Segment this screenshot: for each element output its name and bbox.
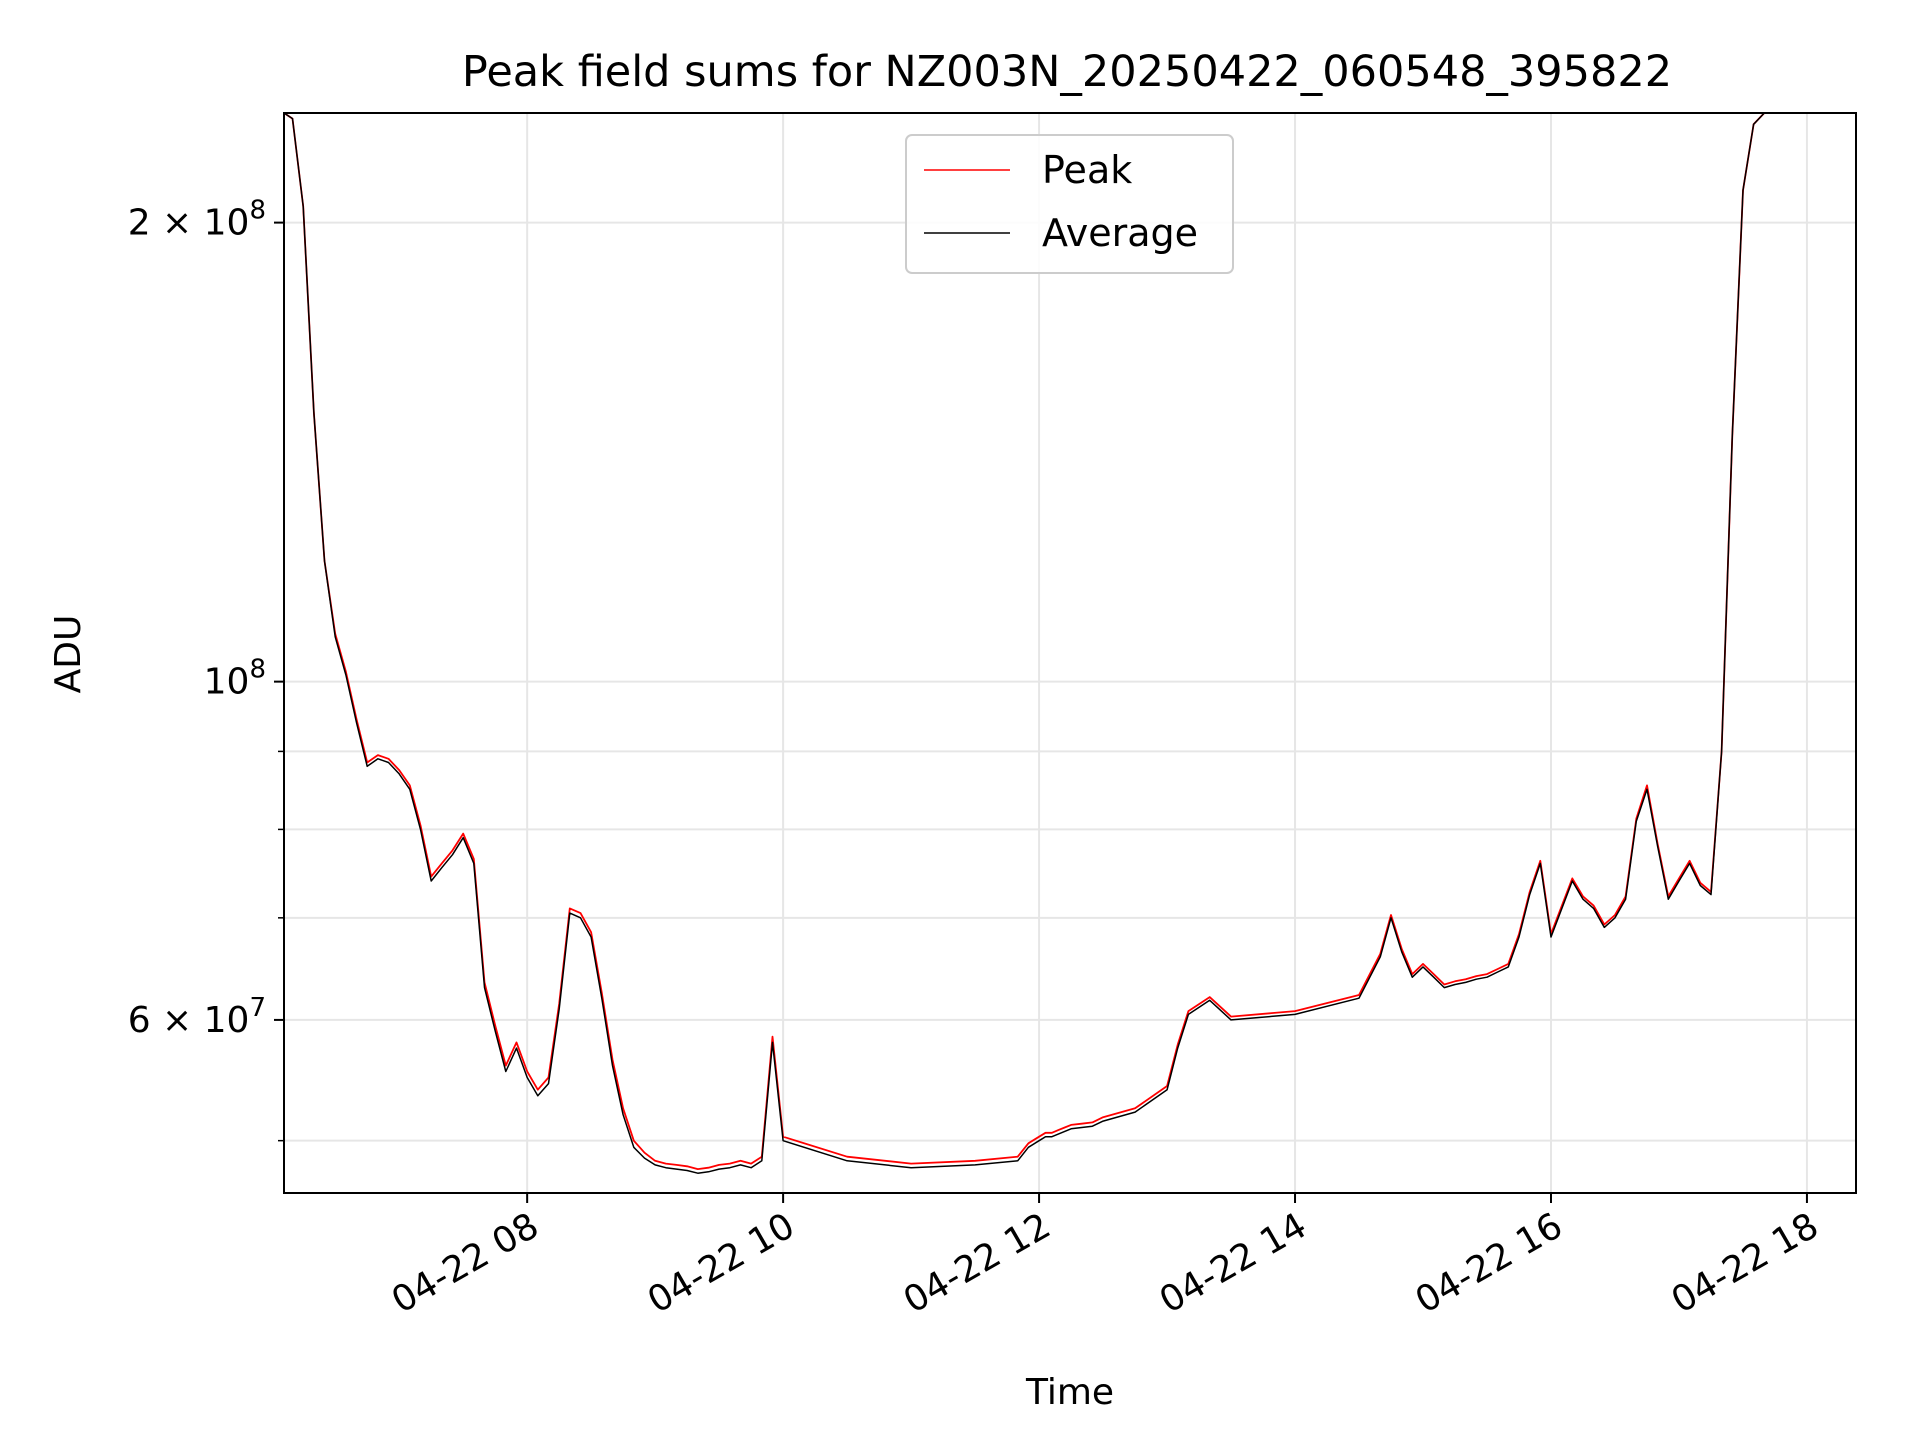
chart-title: Peak field sums for NZ003N_20250422_0605…	[462, 47, 1672, 97]
y-tick-label-2: 2 × 108	[128, 196, 266, 244]
y-tick-label-0: 6 × 107	[128, 993, 266, 1041]
grid	[284, 113, 1856, 1193]
plot-frame	[283, 112, 1857, 1194]
series-line-peak	[283, 112, 1775, 1170]
legend-label-peak: Peak	[1042, 148, 1132, 192]
series-line-average	[283, 112, 1775, 1174]
legend: Peak Average	[905, 134, 1234, 274]
y-axis-label: ADU	[48, 615, 89, 694]
x-axis-label: Time	[1025, 1372, 1114, 1413]
series-layer	[283, 112, 1775, 1174]
legend-label-average: Average	[1042, 211, 1198, 255]
